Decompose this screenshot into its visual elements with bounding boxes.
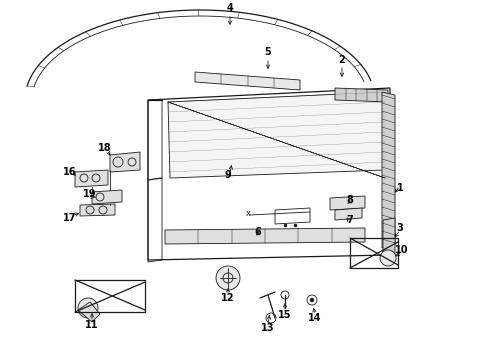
Circle shape <box>216 266 240 290</box>
Polygon shape <box>382 92 395 248</box>
Polygon shape <box>80 204 115 216</box>
Text: 3: 3 <box>396 223 403 233</box>
Text: 2: 2 <box>339 55 345 65</box>
Circle shape <box>380 250 396 266</box>
Text: 1: 1 <box>396 183 403 193</box>
Circle shape <box>310 298 314 302</box>
Text: 10: 10 <box>395 245 409 255</box>
Text: x: x <box>245 208 250 217</box>
Text: 12: 12 <box>221 293 235 303</box>
Text: 8: 8 <box>346 195 353 205</box>
Polygon shape <box>335 88 388 102</box>
Polygon shape <box>165 228 365 244</box>
Text: 18: 18 <box>98 143 112 153</box>
Text: 7: 7 <box>346 215 353 225</box>
Text: 19: 19 <box>83 189 97 199</box>
Text: 6: 6 <box>255 227 261 237</box>
Polygon shape <box>195 72 300 90</box>
Polygon shape <box>383 218 395 258</box>
Polygon shape <box>168 92 385 178</box>
Text: 4: 4 <box>227 3 233 13</box>
Text: 16: 16 <box>63 167 77 177</box>
Polygon shape <box>75 170 108 187</box>
Polygon shape <box>330 196 365 210</box>
Polygon shape <box>110 152 140 172</box>
Text: 15: 15 <box>278 310 292 320</box>
Polygon shape <box>92 190 122 204</box>
Text: 17: 17 <box>63 213 77 223</box>
Text: 5: 5 <box>265 47 271 57</box>
Polygon shape <box>335 208 362 220</box>
Text: 11: 11 <box>85 320 99 330</box>
Text: 13: 13 <box>261 323 275 333</box>
Circle shape <box>78 298 98 318</box>
Text: 14: 14 <box>308 313 322 323</box>
Text: 9: 9 <box>224 170 231 180</box>
Polygon shape <box>78 302 100 322</box>
